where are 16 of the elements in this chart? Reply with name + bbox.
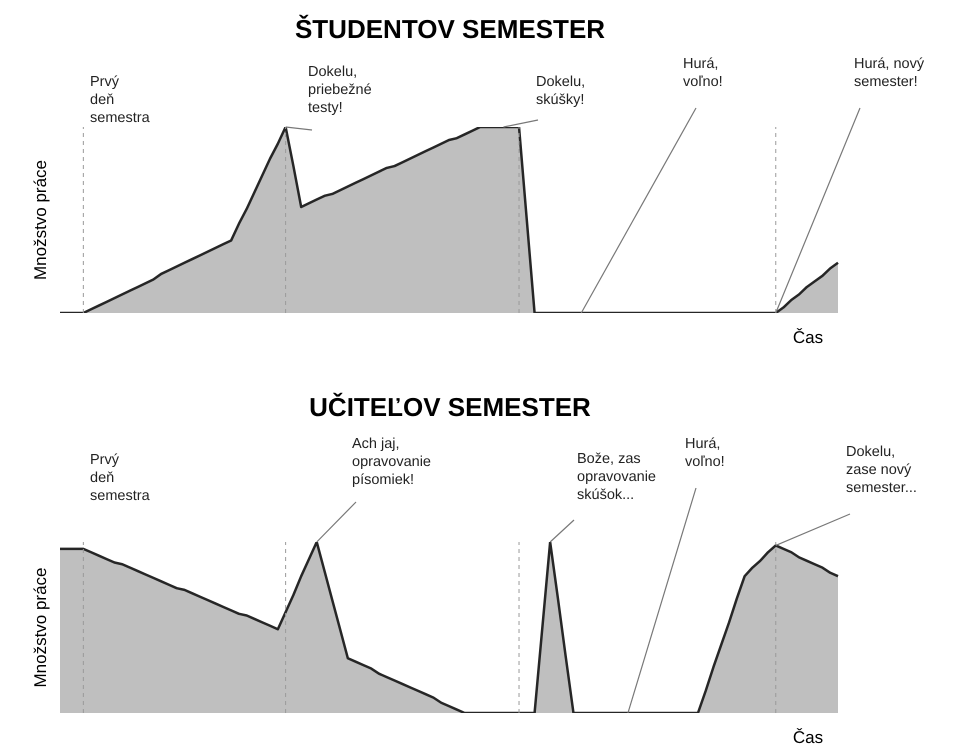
text: Prvý deň semestra xyxy=(90,452,151,504)
text: Dokelu, priebežné testy! xyxy=(308,64,372,116)
text: Hurá, nový semester! xyxy=(854,56,925,90)
x-axis-title: Čas xyxy=(792,728,824,745)
text: Hurá, voľno! xyxy=(685,436,725,470)
y-axis-title: Množstvo práce xyxy=(31,568,50,688)
chart-title: UČITEĽOV SEMESTER xyxy=(309,392,592,422)
text: Dokelu, zase nový semester... xyxy=(846,444,917,496)
text: Dokelu, skúšky! xyxy=(536,74,586,108)
y-axis-title: Množstvo práce xyxy=(31,160,50,280)
text: Ach jaj, opravovanie písomiek! xyxy=(352,436,431,488)
text: Bože, zas opravovanie skúšok... xyxy=(577,451,656,503)
chart-title: ŠTUDENTOV SEMESTER xyxy=(294,14,606,44)
text: Prvý deň semestra xyxy=(90,74,151,126)
text: Hurá, voľno! xyxy=(683,56,723,90)
x-axis-title: Čas xyxy=(792,328,824,347)
